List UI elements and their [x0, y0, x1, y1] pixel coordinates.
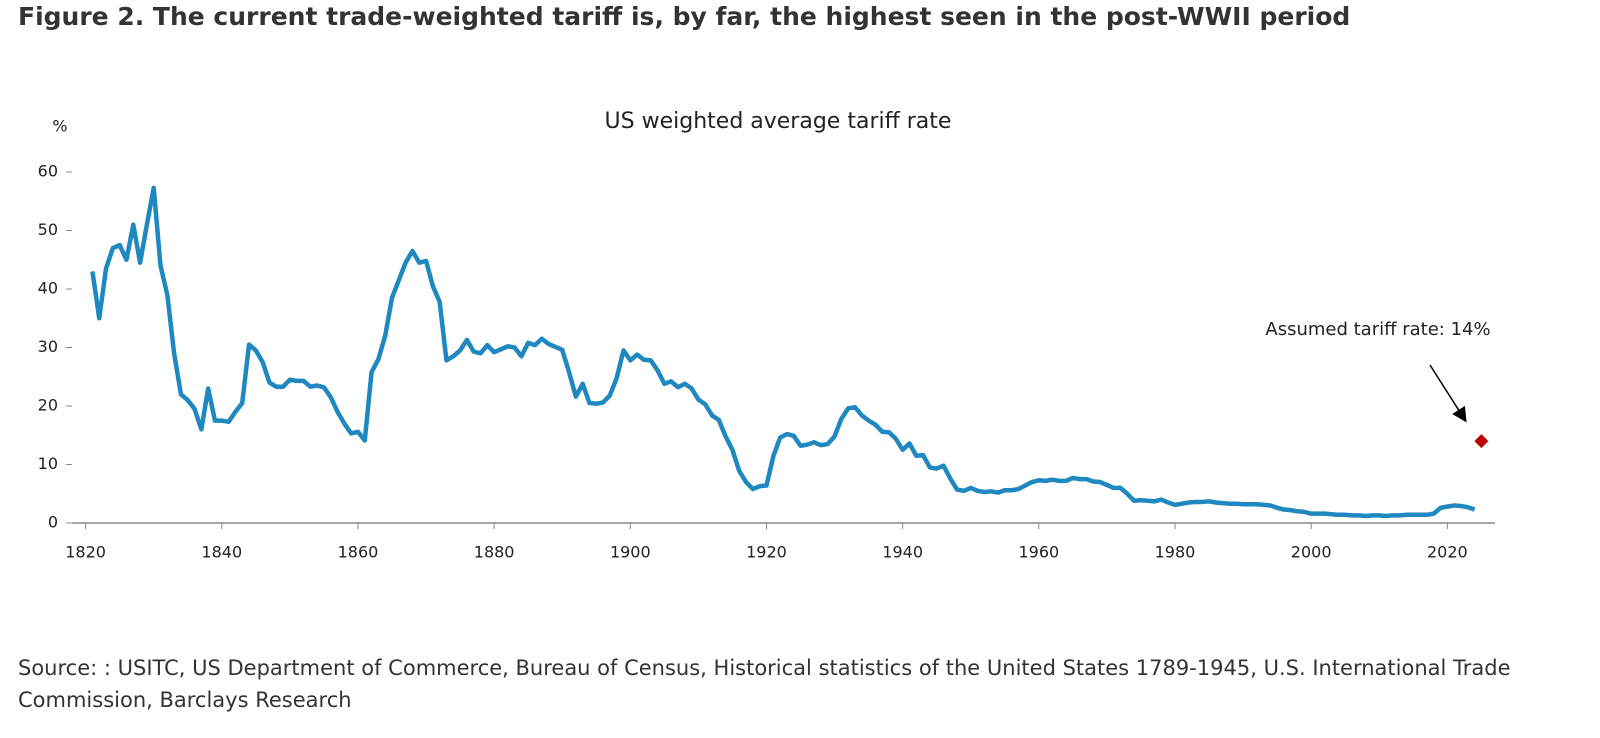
x-tick-label: 1960	[1018, 543, 1059, 562]
x-tick-label: 1840	[201, 543, 242, 562]
figure-title: Figure 2. The current trade-weighted tar…	[18, 2, 1351, 31]
chart: US weighted average tariff rate % Assume…	[38, 109, 1495, 562]
data-point	[1474, 434, 1489, 449]
x-tick-label: 1940	[882, 543, 923, 562]
x-tick-label: 1920	[746, 543, 787, 562]
source-note: Source: : USITC, US Department of Commer…	[18, 656, 1511, 712]
y-tick-label: 20	[38, 396, 58, 415]
x-tick-label: 1980	[1155, 543, 1196, 562]
y-tick-label: 50	[38, 220, 58, 239]
x-tick-label: 1900	[610, 543, 651, 562]
x-tick-label: 1860	[338, 543, 379, 562]
y-tick-label: 60	[38, 162, 58, 181]
x-tick-label: 1880	[474, 543, 515, 562]
tariff-line	[90, 185, 1476, 519]
annotation: Assumed tariff rate: 14%	[1265, 319, 1490, 340]
y-tick-label: 10	[38, 454, 58, 473]
y-axis-label: %	[52, 117, 67, 136]
x-tick-label: 2020	[1427, 543, 1468, 562]
y-tick-label: 40	[38, 279, 58, 298]
chart-subtitle: US weighted average tariff rate	[605, 109, 952, 134]
y-tick-label: 30	[38, 337, 58, 356]
x-tick-label: 2000	[1291, 543, 1332, 562]
y-tick-label: 0	[48, 513, 58, 532]
annotation-arrow	[1429, 364, 1467, 423]
x-tick-label: 1820	[65, 543, 106, 562]
